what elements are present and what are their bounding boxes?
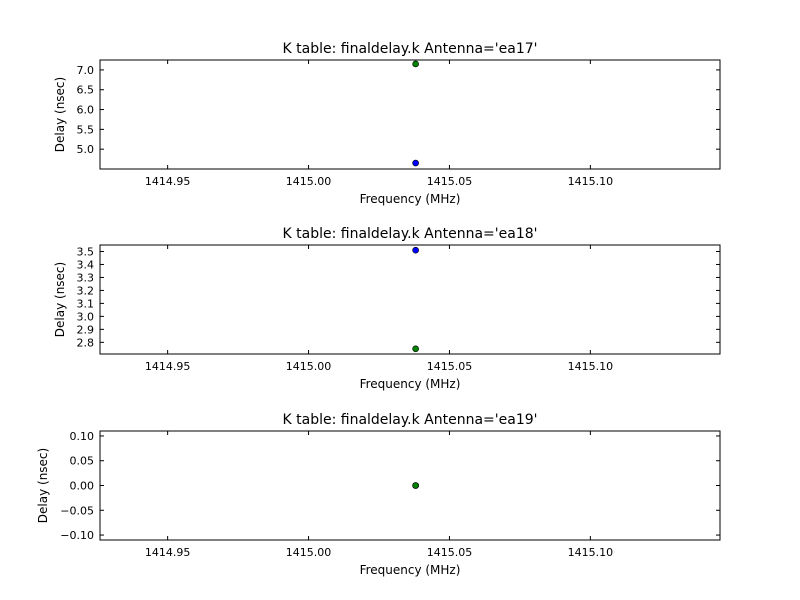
x-tick-label: 1415.10 <box>568 546 614 559</box>
y-tick-label: 0.05 <box>70 455 95 468</box>
x-tick-label: 1415.00 <box>286 546 332 559</box>
y-tick-label: 3.2 <box>77 284 95 297</box>
x-tick-label: 1415.05 <box>427 546 473 559</box>
y-tick-label: 3.1 <box>77 297 95 310</box>
y-axis-label: Delay (nsec) <box>36 448 50 523</box>
data-point-series-1 <box>412 159 419 167</box>
y-axis-label: Delay (nsec) <box>53 77 67 152</box>
x-tick-label: 1415.10 <box>568 175 614 188</box>
x-tick-label: 1415.00 <box>286 360 332 373</box>
y-tick-label: 2.9 <box>77 323 95 336</box>
x-tick-label: 1414.95 <box>145 360 191 373</box>
chart-title: K table: finaldelay.k Antenna='ea18' <box>283 226 538 242</box>
chart-title: K table: finaldelay.k Antenna='ea17' <box>283 41 538 57</box>
data-point-series-2 <box>412 482 419 489</box>
subplot-3: K table: finaldelay.k Antenna='ea19' 1414… <box>36 412 721 577</box>
y-tick-label: −0.10 <box>60 529 94 542</box>
y-tick-label: 6.0 <box>77 104 95 117</box>
y-tick-label: −0.05 <box>60 504 94 517</box>
y-tick-label: 3.4 <box>77 258 95 271</box>
y-tick-label: 5.5 <box>77 123 95 136</box>
subplot-2: K table: finaldelay.k Antenna='ea18' 1414… <box>53 226 721 391</box>
y-tick-label: 3.5 <box>77 245 95 258</box>
x-axis-label: Frequency (MHz) <box>360 377 461 391</box>
x-axis-label: Frequency (MHz) <box>360 563 461 577</box>
y-tick-label: 2.8 <box>77 336 95 349</box>
plot-frame <box>99 430 721 541</box>
x-axis-label: Frequency (MHz) <box>360 192 461 206</box>
subplot-1: K table: finaldelay.k Antenna='ea17' 1414… <box>53 41 721 206</box>
x-tick-label: 1415.10 <box>568 360 614 373</box>
y-tick-label: 0.00 <box>70 480 95 493</box>
y-tick-label: 6.5 <box>77 84 95 97</box>
chart-title: K table: finaldelay.k Antenna='ea19' <box>283 412 538 428</box>
y-axis-label: Delay (nsec) <box>53 262 67 337</box>
data-point-series-2 <box>412 60 419 68</box>
y-tick-label: 3.0 <box>77 310 95 323</box>
x-tick-label: 1415.05 <box>427 175 473 188</box>
x-tick-label: 1415.00 <box>286 175 332 188</box>
y-tick-label: 5.0 <box>77 143 95 156</box>
data-point-series-1 <box>412 246 419 254</box>
plot-frame <box>99 244 721 355</box>
data-point-series-2 <box>412 345 419 353</box>
x-tick-label: 1415.05 <box>427 360 473 373</box>
y-tick-label: 0.10 <box>70 430 95 443</box>
y-tick-label: 7.0 <box>77 64 95 77</box>
x-tick-label: 1414.95 <box>145 175 191 188</box>
x-tick-label: 1414.95 <box>145 546 191 559</box>
y-tick-label: 3.3 <box>77 271 95 284</box>
plot-frame <box>99 59 721 170</box>
